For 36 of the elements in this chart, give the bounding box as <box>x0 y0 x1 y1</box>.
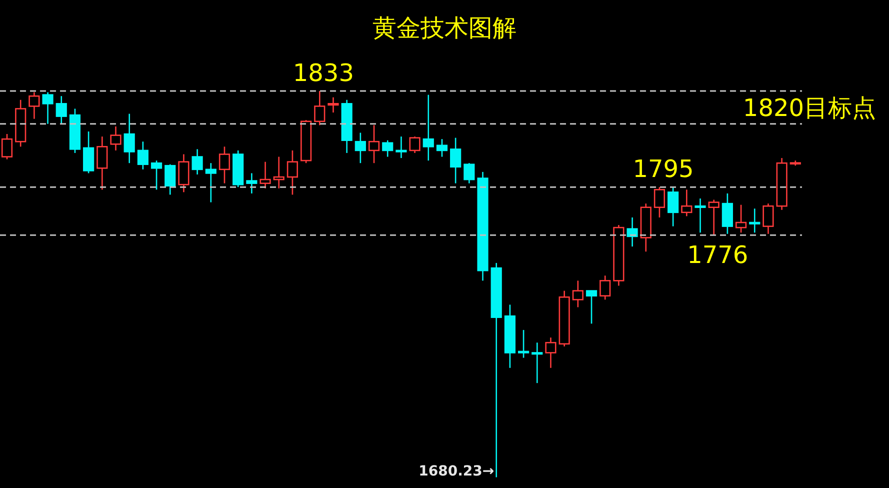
candlestick <box>28 92 40 120</box>
candlestick <box>273 156 284 190</box>
candlestick <box>56 95 67 125</box>
candlestick <box>558 290 570 348</box>
candlestick <box>545 336 556 369</box>
candlestick <box>681 188 692 217</box>
annotation: 1680.23→ <box>418 463 494 480</box>
candlestick <box>124 113 135 164</box>
candlestick <box>749 208 760 234</box>
annotation: 1833 <box>292 59 354 88</box>
candlestick <box>600 274 611 300</box>
candlestick <box>776 157 788 211</box>
candlestick <box>762 202 774 235</box>
candlestick <box>368 124 380 164</box>
candlestick <box>110 126 122 152</box>
candlestick <box>246 172 258 194</box>
candlestick <box>532 342 543 384</box>
annotation: 1795 <box>632 155 694 184</box>
candlestick <box>96 136 108 190</box>
candlestick <box>396 136 407 159</box>
candlestick <box>205 162 216 203</box>
ref-line-label: 1820目标点 <box>742 94 876 122</box>
candlestick <box>341 99 352 154</box>
candlestick <box>626 216 638 248</box>
candlestick <box>640 202 652 252</box>
candlestick <box>477 171 488 282</box>
candlestick <box>286 150 298 196</box>
candlestick <box>328 96 339 114</box>
annotation: 1776 <box>687 241 748 270</box>
candlestick <box>422 94 434 162</box>
candlestick <box>450 137 462 184</box>
candlestick <box>192 148 203 176</box>
candlestick <box>504 304 516 369</box>
candlestick <box>694 198 706 234</box>
text: 黄金技术图解 <box>372 13 518 44</box>
candlestick <box>613 224 624 286</box>
